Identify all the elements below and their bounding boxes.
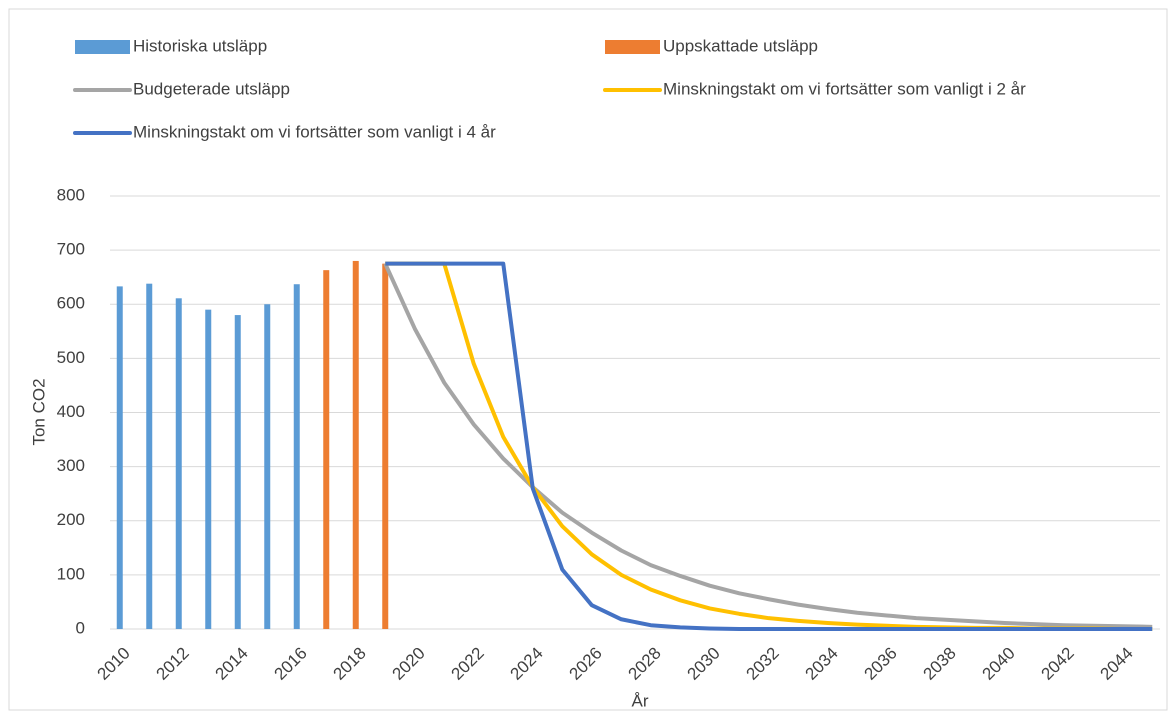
bar	[175, 298, 182, 629]
bar	[234, 315, 241, 629]
bar	[116, 286, 123, 629]
legend-label: Uppskattade utsläpp	[663, 36, 818, 55]
bar	[382, 263, 389, 629]
chart-border	[8, 8, 1168, 711]
x-axis-title: År	[632, 691, 649, 710]
bar	[264, 304, 271, 629]
y-tick-label: 700	[57, 240, 85, 259]
bar	[323, 270, 330, 629]
y-tick-label: 400	[57, 402, 85, 421]
legend-label: Historiska utsläpp	[133, 36, 267, 55]
line	[383, 262, 1153, 629]
y-tick-label: 100	[57, 564, 85, 583]
bar	[205, 309, 212, 629]
legend-label: Minskningstakt om vi fortsätter som vanl…	[133, 122, 496, 141]
legend-label: Budgeterade utsläpp	[133, 79, 290, 98]
legend-swatch	[605, 40, 660, 54]
y-tick-label: 600	[57, 294, 85, 313]
legend-swatch	[75, 40, 130, 54]
y-tick-label: 200	[57, 510, 85, 529]
y-tick-label: 800	[57, 185, 85, 204]
y-tick-label: 0	[76, 618, 85, 637]
bar	[146, 283, 153, 629]
y-tick-label: 500	[57, 348, 85, 367]
line	[385, 261, 1153, 631]
y-tick-label: 300	[57, 456, 85, 475]
bar	[352, 260, 359, 629]
bar	[293, 284, 300, 629]
y-axis-title: Ton CO2	[29, 378, 48, 445]
legend-label: Minskningstakt om vi fortsätter som vanl…	[663, 79, 1026, 98]
